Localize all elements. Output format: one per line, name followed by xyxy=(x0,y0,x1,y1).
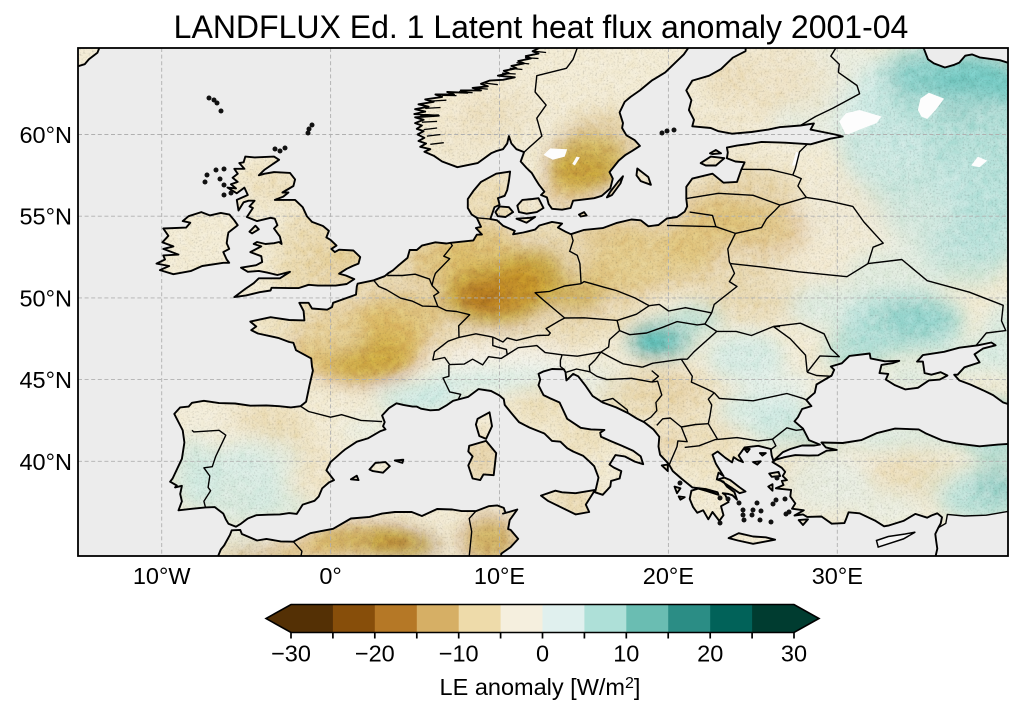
svg-text:40°N: 40°N xyxy=(19,449,72,475)
svg-text:20: 20 xyxy=(697,641,723,667)
svg-text:10°W: 10°W xyxy=(133,563,192,589)
svg-text:50°N: 50°N xyxy=(19,285,72,311)
svg-text:60°N: 60°N xyxy=(19,122,72,148)
svg-text:−20: −20 xyxy=(355,641,395,667)
svg-text:10: 10 xyxy=(613,641,639,667)
svg-text:10°E: 10°E xyxy=(474,563,525,589)
svg-text:LE anomaly [W/m2]: LE anomaly [W/m2] xyxy=(440,674,641,700)
svg-text:0: 0 xyxy=(536,641,549,667)
svg-text:LANDFLUX Ed. 1 Latent heat flu: LANDFLUX Ed. 1 Latent heat flux anomaly … xyxy=(174,9,909,45)
svg-text:30: 30 xyxy=(781,641,807,667)
svg-text:45°N: 45°N xyxy=(19,367,72,393)
svg-text:20°E: 20°E xyxy=(643,563,694,589)
svg-text:0°: 0° xyxy=(319,563,341,589)
svg-text:55°N: 55°N xyxy=(19,204,72,230)
svg-text:30°E: 30°E xyxy=(812,563,863,589)
svg-text:−10: −10 xyxy=(439,641,479,667)
svg-text:−30: −30 xyxy=(271,641,311,667)
